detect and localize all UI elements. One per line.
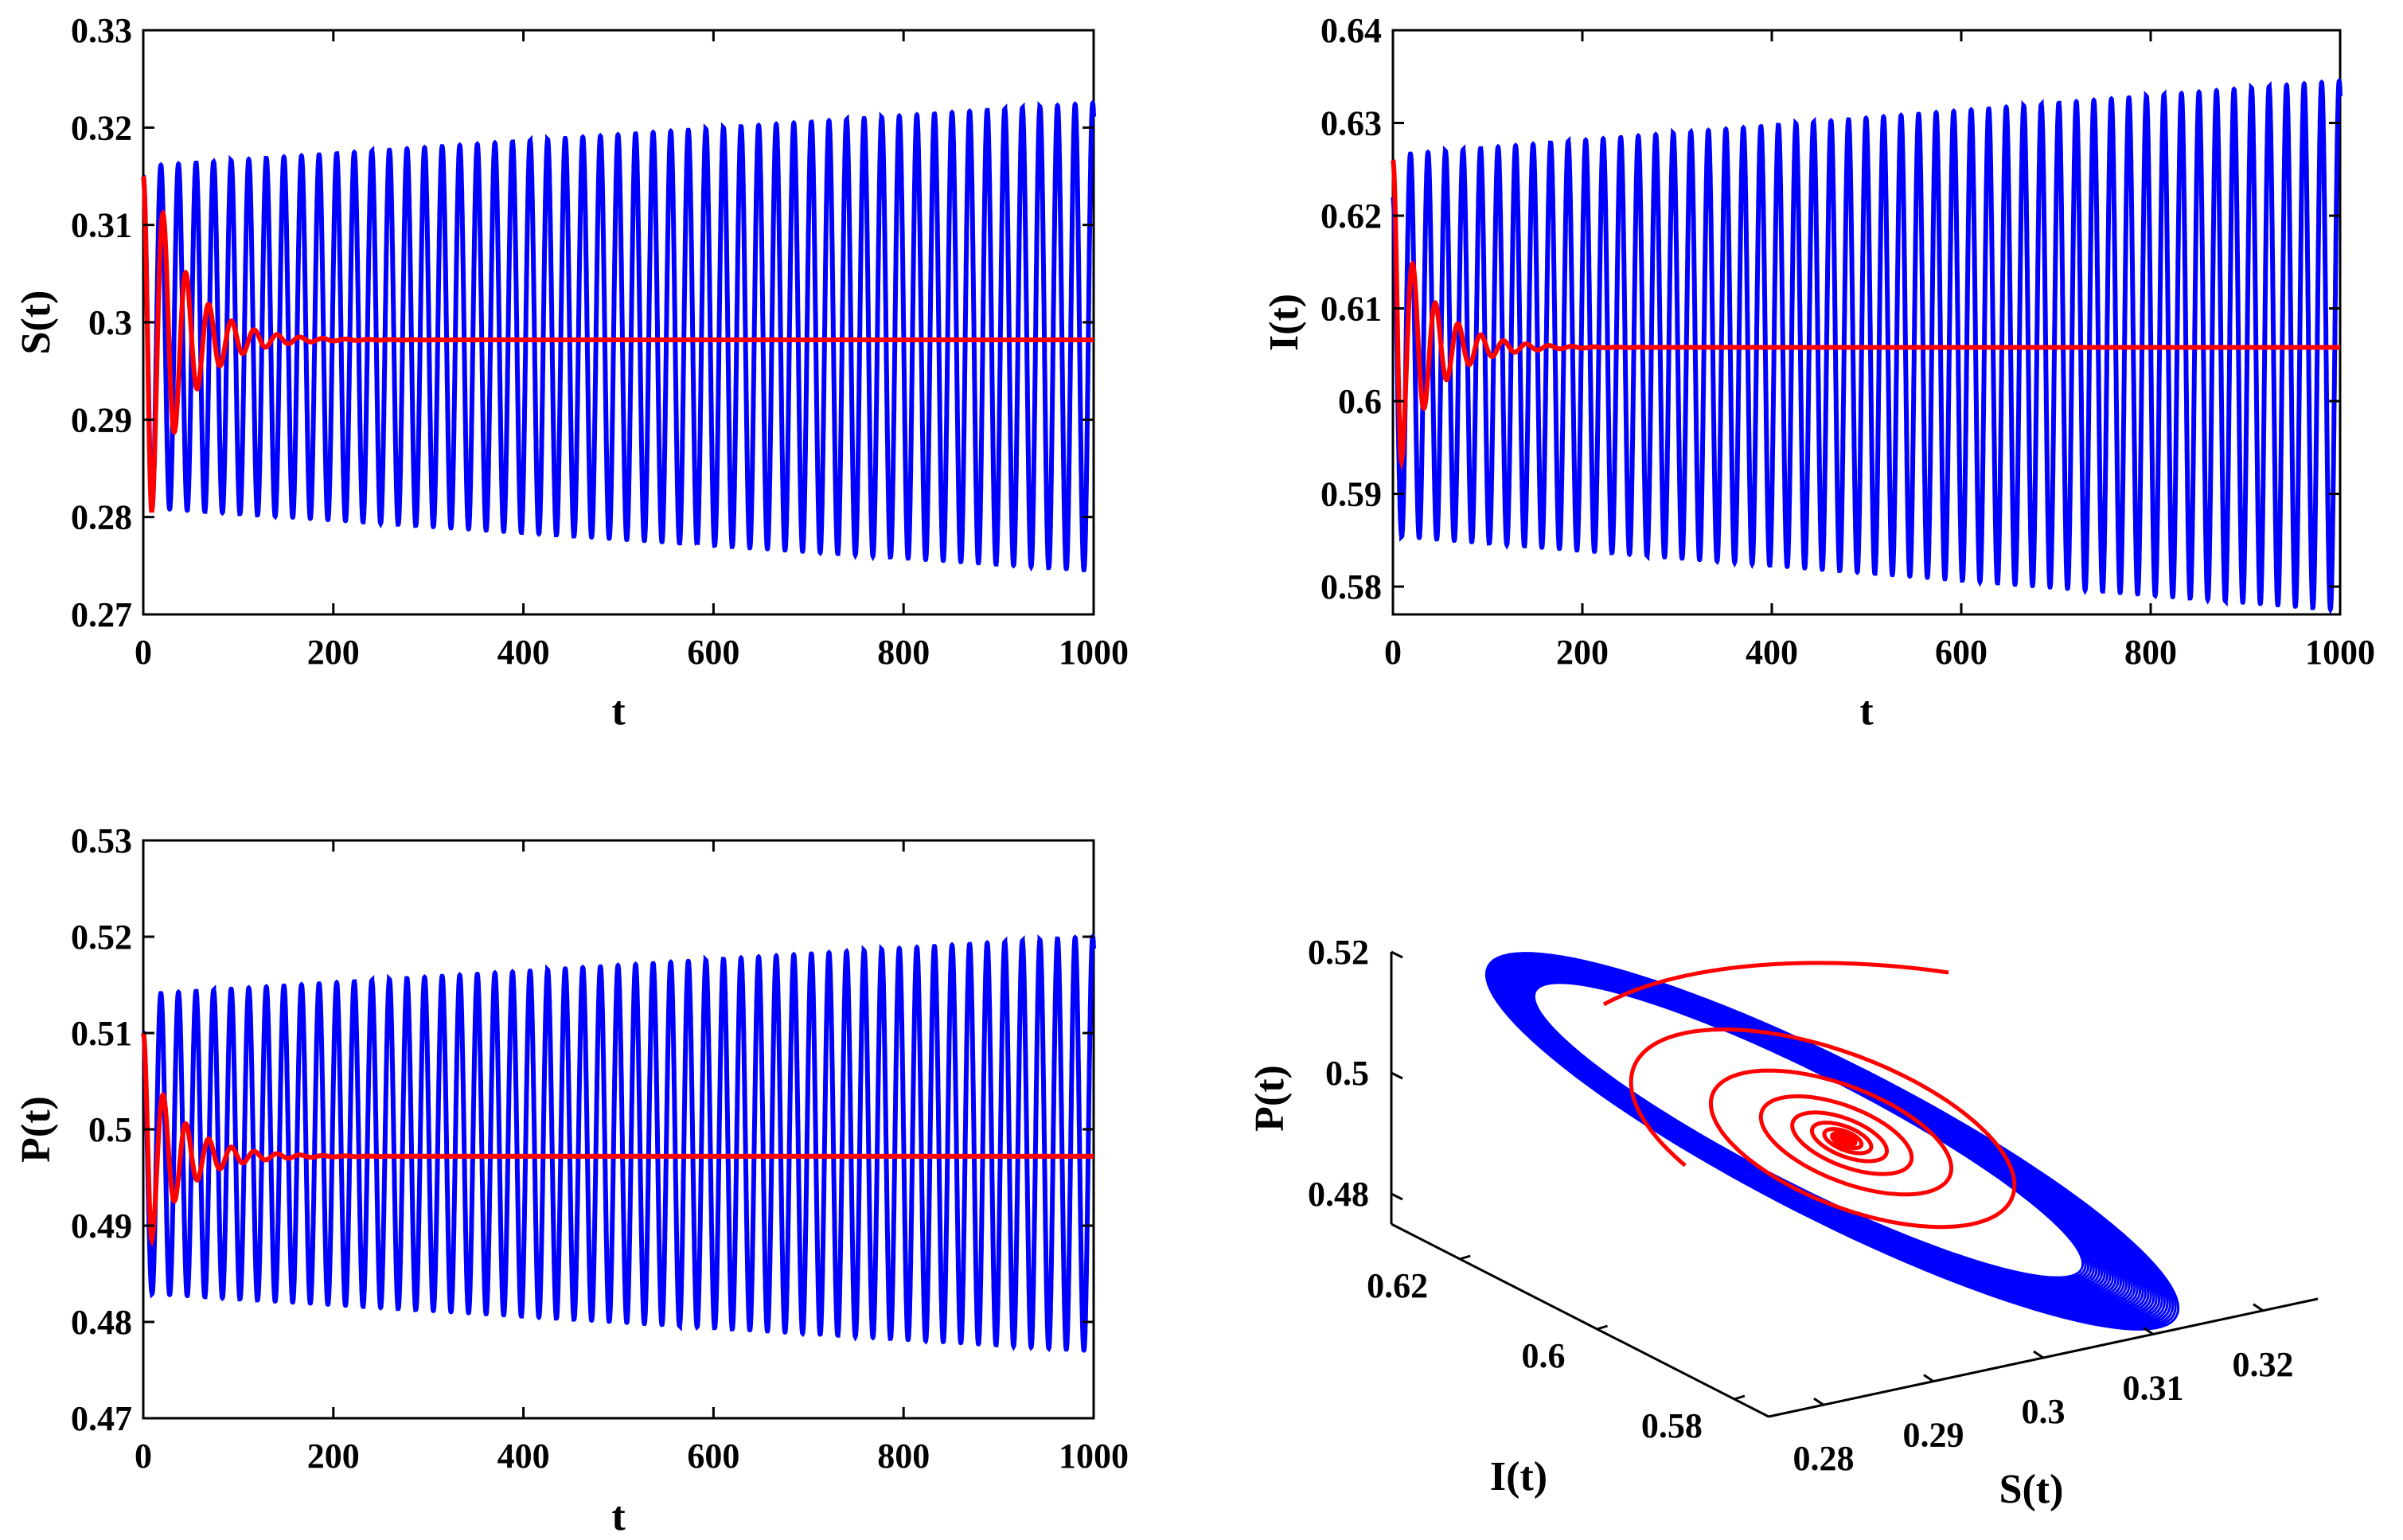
z-tick-label: 0.5	[1325, 1054, 1369, 1093]
s-tick-label: 0.32	[2233, 1345, 2294, 1384]
y-axis-label: I(t)	[1262, 294, 1307, 351]
series-line-oscillating	[141, 99, 1096, 573]
series-line-oscillating	[1391, 77, 2343, 614]
x-tick-label: 0	[135, 1437, 152, 1476]
x-tick-label: 600	[687, 633, 739, 672]
i-tick-label: 0.6	[1522, 1336, 1566, 1375]
series-layer	[141, 934, 1096, 1353]
series-line-damped	[1391, 159, 2340, 471]
x-tick-label: 1000	[2305, 633, 2375, 672]
y-tick-label: 0.62	[1320, 197, 1382, 236]
s-tick-mark	[1813, 1397, 1824, 1406]
x-tick-label: 200	[1556, 633, 1609, 672]
panel-s-time-series: 0 200 400 600 800 1000 0.27 0.28 0.29 0.3 0.31 0.32…	[14, 11, 1129, 734]
s-tick-mark	[2033, 1350, 2044, 1359]
s-tick-label: 0.3	[2022, 1392, 2066, 1431]
y-tick-label: 0.6	[1338, 382, 1382, 421]
x-tick-label: 600	[1935, 633, 1988, 672]
i-axis-label: I(t)	[1490, 1454, 1547, 1499]
x-tick-label: 1000	[1059, 633, 1129, 672]
series-line-oscillating	[141, 934, 1096, 1353]
x-axis-label: t	[1859, 688, 1874, 734]
y-tick-label: 0.47	[71, 1399, 132, 1438]
s-tick-mark	[1923, 1374, 1934, 1382]
y-tick-label: 0.3	[88, 303, 132, 342]
y-tick-label: 0.28	[71, 498, 132, 537]
y-tick-label: 0.61	[1320, 290, 1382, 329]
plot-frame	[1391, 29, 2342, 616]
x-tick-label: 800	[2124, 633, 2177, 672]
x-tick-label: 800	[877, 633, 930, 672]
y-tick-label: 0.33	[71, 11, 132, 50]
ticks-layer: 0 200 400 600 800 1000 0.58 0.59 0.6 0.61 0.62 0.63…	[1320, 11, 2375, 672]
y-tick-label: 0.31	[71, 206, 132, 245]
x-tick-label: 400	[497, 1437, 550, 1476]
series-line-damped	[141, 175, 1094, 513]
x-tick-label: 400	[497, 633, 550, 672]
series-layer	[141, 99, 1096, 573]
series-layer	[1484, 952, 2180, 1331]
y-tick-label: 0.64	[1320, 11, 1382, 50]
i-tick-label: 0.62	[1367, 1266, 1428, 1305]
series-layer	[1391, 77, 2343, 614]
z-tick-mark	[1391, 950, 1403, 959]
limit-cycle-band	[1484, 952, 2180, 1331]
s-tick-label: 0.28	[1793, 1439, 1855, 1478]
ticks-layer: 0 200 400 600 800 1000 0.47 0.48 0.49 0.5 0.51 0.52…	[71, 821, 1129, 1476]
x-tick-label: 0	[135, 633, 152, 672]
y-tick-label: 0.27	[71, 595, 132, 634]
y-tick-label: 0.29	[71, 400, 132, 439]
x-tick-label: 200	[307, 633, 360, 672]
x-tick-label: 800	[877, 1437, 930, 1476]
z-tick-mark	[1391, 1192, 1403, 1201]
panel-p-time-series: 0 200 400 600 800 1000 0.47 0.48 0.49 0.5 0.51 0.52…	[14, 821, 1129, 1539]
x-tick-label: 400	[1746, 633, 1798, 672]
ticks-layer: 0 200 400 600 800 1000 0.27 0.28 0.29 0.3 0.31 0.32…	[71, 11, 1129, 672]
y-tick-label: 0.63	[1320, 104, 1382, 143]
s-tick-mark	[2143, 1327, 2154, 1335]
initial-trajectory-arc	[1602, 961, 1949, 1007]
y-tick-label: 0.49	[71, 1207, 132, 1246]
panel-3d-phase-portrait: 0.48 0.5 0.52 0.58 0.6 0.62 0.28 0.29 0.3 0.31 0.3…	[1247, 933, 2319, 1512]
s-axis-label: S(t)	[1999, 1467, 2064, 1512]
s-tick-label: 0.29	[1903, 1416, 1964, 1455]
s-tick-mark	[2253, 1303, 2264, 1312]
y-axis-label: S(t)	[14, 290, 59, 355]
x-axis-label: t	[611, 688, 626, 734]
y-tick-label: 0.32	[71, 108, 132, 147]
ticks-layer: 0.48 0.5 0.52 0.58 0.6 0.62 0.28 0.29 0.3 0.31 0.3…	[1308, 933, 2294, 1478]
y-tick-label: 0.58	[1320, 567, 1382, 606]
x-tick-label: 0	[1384, 633, 1402, 672]
y-tick-label: 0.48	[71, 1303, 132, 1342]
i-axis-line	[1391, 1222, 1769, 1418]
i-tick-label: 0.58	[1641, 1406, 1703, 1445]
series-line-damped	[141, 1031, 1094, 1247]
y-tick-label: 0.59	[1320, 475, 1382, 514]
y-tick-label: 0.51	[71, 1014, 132, 1053]
y-tick-label: 0.5	[88, 1110, 132, 1149]
z-axis-label: P(t)	[1247, 1065, 1293, 1132]
panel-i-time-series: 0 200 400 600 800 1000 0.58 0.59 0.6 0.61 0.62 0.63…	[1262, 11, 2375, 734]
x-tick-label: 1000	[1059, 1437, 1129, 1476]
y-tick-label: 0.52	[71, 918, 132, 957]
i-tick-mark	[1734, 1394, 1746, 1401]
i-tick-mark	[1459, 1254, 1471, 1261]
y-axis-label: P(t)	[14, 1096, 59, 1163]
s-tick-label: 0.31	[2123, 1368, 2184, 1407]
i-tick-mark	[1597, 1324, 1608, 1331]
y-tick-label: 0.53	[71, 821, 132, 860]
z-tick-label: 0.52	[1308, 933, 1369, 972]
x-axis-label: t	[611, 1494, 626, 1539]
z-tick-label: 0.48	[1308, 1175, 1369, 1214]
x-tick-label: 600	[687, 1437, 739, 1476]
z-tick-mark	[1391, 1071, 1403, 1080]
equilibrium-point	[1832, 1132, 1858, 1148]
x-tick-label: 200	[307, 1437, 360, 1476]
